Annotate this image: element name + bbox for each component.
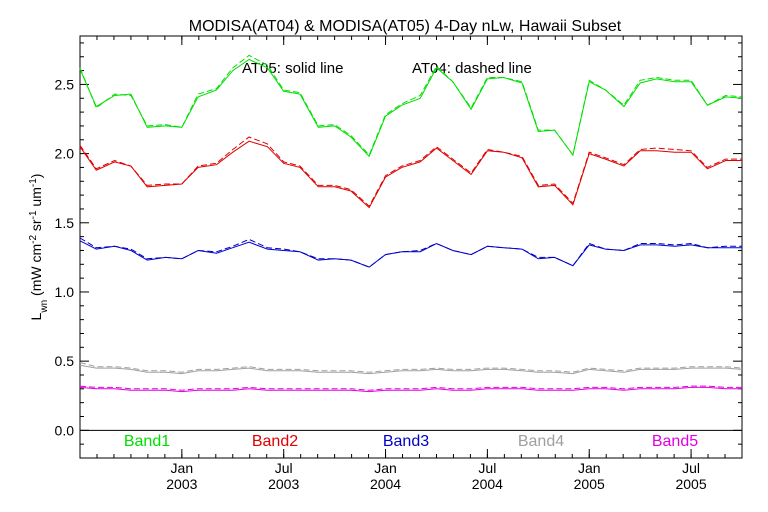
x-tick-year: 2005 — [574, 476, 605, 492]
annotation-solid-line: AT05: solid line — [242, 60, 343, 77]
band1-at05-solid-line — [79, 58, 743, 158]
x-tick-year: 2003 — [268, 476, 299, 492]
legend-band3: Band3 — [383, 433, 429, 450]
legend-band2: Band2 — [252, 433, 298, 450]
legend: Band1 Band2 Band3 Band4 Band5 — [124, 433, 698, 450]
x-tick-month: Jan — [374, 460, 397, 476]
legend-band5: Band5 — [652, 433, 698, 450]
band5-at04-dashed-line — [79, 385, 742, 391]
y-tick-label: 2.5 — [55, 76, 75, 92]
band4-at05-solid-line — [79, 364, 743, 375]
band1-at04-dashed-line — [79, 54, 743, 157]
x-tick-month: Jul — [275, 460, 293, 476]
x-tick-month: Jan — [171, 460, 194, 476]
x-tick-year: 2004 — [370, 476, 401, 492]
x-tick-month: Jul — [478, 460, 496, 476]
band2-at04-dashed-line — [79, 136, 742, 208]
x-tick-month: Jul — [682, 460, 700, 476]
y-tick-label: 0.0 — [55, 422, 75, 438]
series-group — [79, 54, 743, 393]
y-tick-label: 1.0 — [55, 284, 75, 300]
y-tick-label: 0.5 — [55, 353, 75, 369]
legend-band4: Band4 — [518, 433, 564, 450]
y-tick-label: 1.5 — [55, 215, 75, 231]
legend-band1: Band1 — [124, 433, 170, 450]
y-axis: 0.0 0.5 1.0 1.5 2.0 2.5 — [55, 42, 742, 445]
chart-title: MODISA(AT04) & MODISA(AT05) 4-Day nLw, H… — [189, 18, 622, 35]
y-tick-label: 2.0 — [55, 146, 75, 162]
band5-at05-solid-line — [79, 386, 742, 393]
x-axis: Jan2003Jul2003Jan2004Jul2004Jan2005Jul20… — [79, 36, 743, 492]
x-tick-year: 2005 — [675, 476, 706, 492]
band4-at04-dashed-line — [79, 362, 743, 373]
band2-at05-solid-line — [79, 140, 742, 209]
y-axis-label: Lwn (mW cm-2 sr-1 um-1) — [28, 174, 50, 321]
band3-at05-solid-line — [79, 240, 742, 268]
x-tick-year: 2004 — [472, 476, 503, 492]
x-tick-year: 2003 — [166, 476, 197, 492]
x-tick-month: Jan — [578, 460, 601, 476]
plot-frame — [79, 35, 743, 459]
annotation-dashed-line: AT04: dashed line — [412, 60, 532, 77]
band3-at04-dashed-line — [79, 237, 742, 268]
